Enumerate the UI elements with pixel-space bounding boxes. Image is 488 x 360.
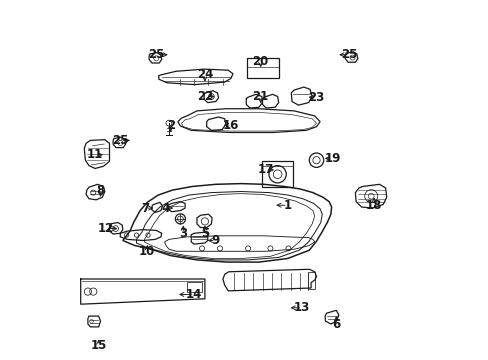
Text: 22: 22 <box>197 90 213 103</box>
Text: 25: 25 <box>148 48 164 61</box>
Text: 4: 4 <box>161 202 169 215</box>
Text: 11: 11 <box>87 148 103 161</box>
Text: 15: 15 <box>90 339 107 352</box>
Bar <box>307 272 315 289</box>
Text: 10: 10 <box>139 246 155 258</box>
Text: 25: 25 <box>112 134 128 147</box>
Text: 18: 18 <box>365 199 382 212</box>
Text: 12: 12 <box>98 222 114 235</box>
Text: 3: 3 <box>179 227 187 240</box>
Text: 8: 8 <box>96 184 104 197</box>
Text: 21: 21 <box>252 90 268 103</box>
Text: 20: 20 <box>252 55 268 68</box>
Text: 25: 25 <box>340 48 356 61</box>
Text: 7: 7 <box>141 202 149 215</box>
Bar <box>261 161 293 187</box>
Text: 2: 2 <box>166 119 174 132</box>
Text: 24: 24 <box>196 68 213 81</box>
Text: 6: 6 <box>331 318 340 330</box>
Bar <box>186 282 202 292</box>
Text: 19: 19 <box>324 152 340 165</box>
Text: 13: 13 <box>293 301 309 314</box>
Bar <box>247 58 279 78</box>
Text: 1: 1 <box>283 199 291 212</box>
Text: 23: 23 <box>308 91 324 104</box>
Text: 5: 5 <box>201 227 208 240</box>
Text: 14: 14 <box>185 288 202 301</box>
Text: 16: 16 <box>222 119 239 132</box>
Text: 17: 17 <box>258 163 274 176</box>
Text: 9: 9 <box>211 234 220 247</box>
